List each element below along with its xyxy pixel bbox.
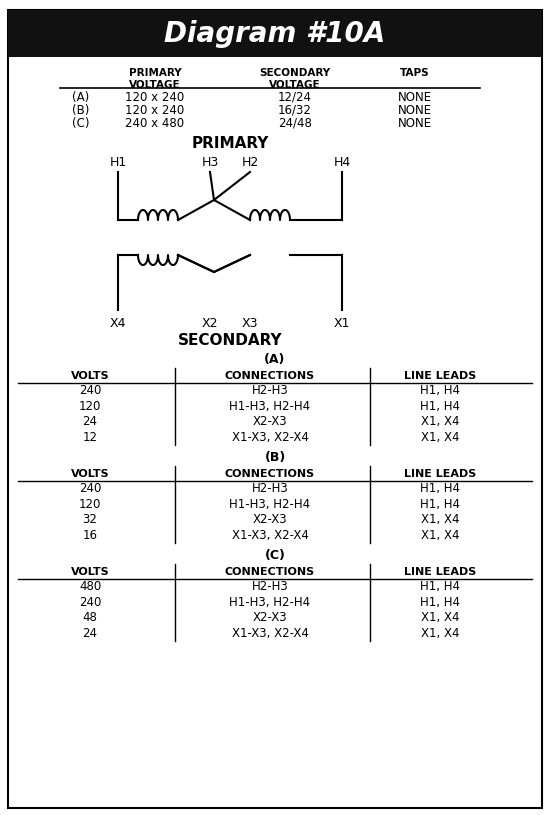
Text: LINE LEADS: LINE LEADS (404, 371, 476, 381)
Text: SECONDARY
VOLTAGE: SECONDARY VOLTAGE (260, 68, 331, 90)
Text: X1, X4: X1, X4 (421, 627, 459, 640)
FancyBboxPatch shape (8, 10, 542, 808)
Text: 480: 480 (79, 580, 101, 593)
Text: CONNECTIONS: CONNECTIONS (225, 371, 315, 381)
Text: X2-X3: X2-X3 (252, 416, 287, 428)
Text: H2-H3: H2-H3 (252, 580, 288, 593)
Text: (A): (A) (265, 353, 285, 365)
Text: X4: X4 (110, 316, 126, 329)
Text: (A): (A) (72, 90, 89, 104)
Text: H1, H4: H1, H4 (420, 580, 460, 593)
Text: X1, X4: X1, X4 (421, 513, 459, 526)
Text: H4: H4 (333, 156, 351, 169)
Text: LINE LEADS: LINE LEADS (404, 469, 476, 479)
Text: 240: 240 (79, 596, 101, 609)
Text: VOLTS: VOLTS (71, 371, 109, 381)
Text: Diagram #10A: Diagram #10A (164, 20, 386, 48)
Text: 12: 12 (82, 431, 97, 443)
Text: X3: X3 (242, 316, 258, 329)
Text: LINE LEADS: LINE LEADS (404, 567, 476, 577)
Text: CONNECTIONS: CONNECTIONS (225, 469, 315, 479)
Text: 16/32: 16/32 (278, 104, 312, 117)
Text: 24: 24 (82, 627, 97, 640)
Text: X1, X4: X1, X4 (421, 416, 459, 428)
Text: 24/48: 24/48 (278, 117, 312, 130)
Text: PRIMARY
VOLTAGE: PRIMARY VOLTAGE (129, 68, 182, 90)
Text: X1-X3, X2-X4: X1-X3, X2-X4 (232, 529, 309, 542)
Text: 24: 24 (82, 416, 97, 428)
Text: (B): (B) (72, 104, 89, 117)
Text: H1, H4: H1, H4 (420, 482, 460, 496)
Text: (C): (C) (72, 117, 90, 130)
Text: X2: X2 (202, 316, 218, 329)
Text: X1-X3, X2-X4: X1-X3, X2-X4 (232, 431, 309, 443)
Text: 240: 240 (79, 384, 101, 397)
Text: 48: 48 (82, 611, 97, 624)
Text: H2-H3: H2-H3 (252, 384, 288, 397)
Text: NONE: NONE (398, 90, 432, 104)
Text: NONE: NONE (398, 104, 432, 117)
Text: 32: 32 (82, 513, 97, 526)
Text: H1, H4: H1, H4 (420, 596, 460, 609)
Text: X2-X3: X2-X3 (252, 513, 287, 526)
FancyBboxPatch shape (8, 10, 542, 57)
Text: X1-X3, X2-X4: X1-X3, X2-X4 (232, 627, 309, 640)
Text: 240: 240 (79, 482, 101, 496)
Text: 120: 120 (79, 498, 101, 511)
Text: H1-H3, H2-H4: H1-H3, H2-H4 (229, 498, 311, 511)
Text: H3: H3 (201, 156, 219, 169)
Text: H2: H2 (241, 156, 258, 169)
Text: X1, X4: X1, X4 (421, 431, 459, 443)
Text: CONNECTIONS: CONNECTIONS (225, 567, 315, 577)
Text: X1, X4: X1, X4 (421, 611, 459, 624)
Text: H2-H3: H2-H3 (252, 482, 288, 496)
Text: VOLTS: VOLTS (71, 567, 109, 577)
Text: TAPS: TAPS (400, 68, 430, 78)
Text: X1, X4: X1, X4 (421, 529, 459, 542)
Text: H1-H3, H2-H4: H1-H3, H2-H4 (229, 399, 311, 412)
Text: H1, H4: H1, H4 (420, 498, 460, 511)
Text: NONE: NONE (398, 117, 432, 130)
Text: VOLTS: VOLTS (71, 469, 109, 479)
Text: 12/24: 12/24 (278, 90, 312, 104)
Text: SECONDARY: SECONDARY (178, 333, 282, 347)
Text: 120: 120 (79, 399, 101, 412)
Text: H1, H4: H1, H4 (420, 384, 460, 397)
Text: (C): (C) (265, 548, 285, 562)
Text: H1-H3, H2-H4: H1-H3, H2-H4 (229, 596, 311, 609)
Text: PRIMARY: PRIMARY (191, 135, 269, 151)
Text: (B): (B) (265, 451, 285, 464)
Text: H1, H4: H1, H4 (420, 399, 460, 412)
Text: H1: H1 (109, 156, 126, 169)
Text: 120 x 240: 120 x 240 (125, 90, 185, 104)
Text: 16: 16 (82, 529, 97, 542)
Text: 120 x 240: 120 x 240 (125, 104, 185, 117)
Text: 240 x 480: 240 x 480 (125, 117, 185, 130)
Text: X2-X3: X2-X3 (252, 611, 287, 624)
Text: X1: X1 (334, 316, 350, 329)
